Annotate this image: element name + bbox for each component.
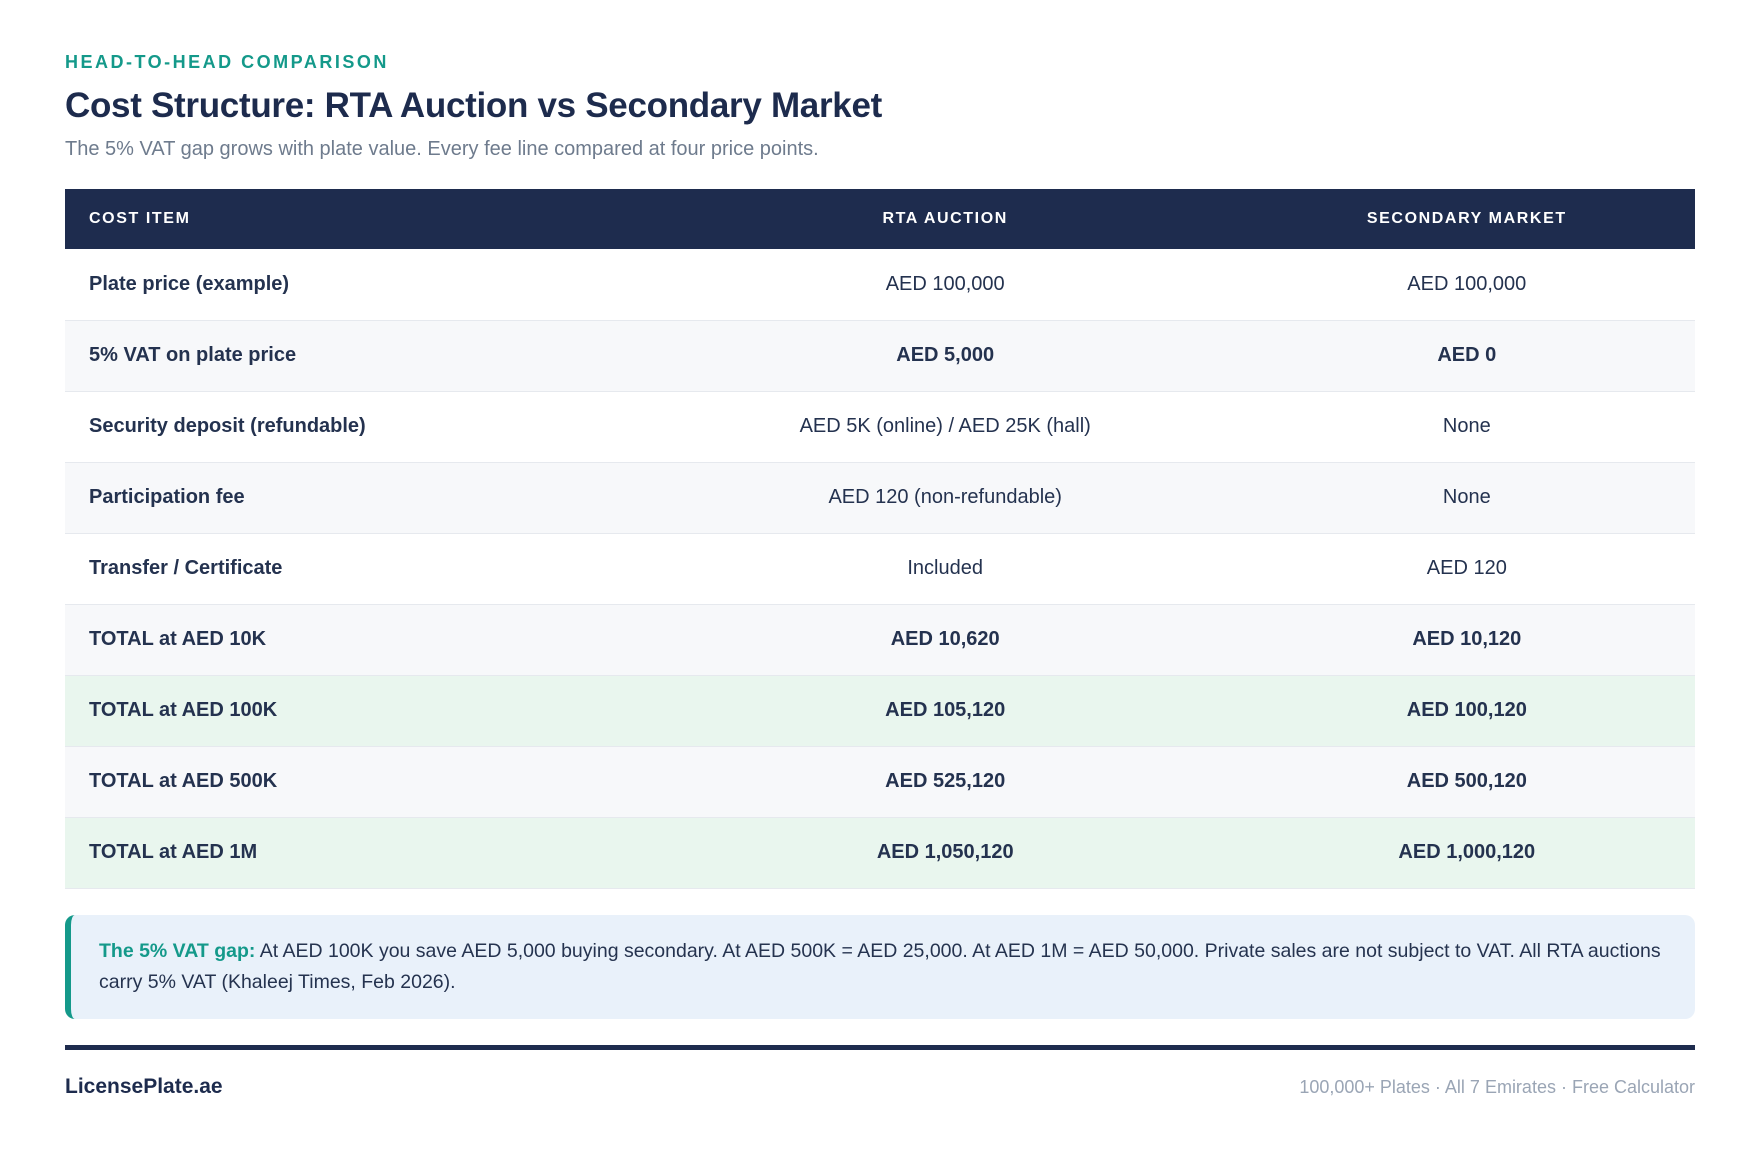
secondary-value-cell: AED 120: [1238, 533, 1695, 605]
page-eyebrow: HEAD-TO-HEAD COMPARISON: [65, 52, 389, 72]
table-row: TOTAL at AED 10K AED 10,620 AED 10,120: [65, 604, 1695, 676]
comparison-table: COST ITEM RTA AUCTION SECONDARY MARKET P…: [65, 189, 1695, 889]
table-row: Transfer / Certificate Included AED 120: [65, 533, 1695, 605]
cost-item-cell: TOTAL at AED 10K: [65, 604, 652, 676]
table-row: 5% VAT on plate price AED 5,000 AED 0: [65, 320, 1695, 392]
rta-value-cell: AED 100,000: [651, 249, 1239, 321]
rta-value-cell: AED 5K (online) / AED 25K (hall): [651, 391, 1239, 463]
brand-name: LicensePlate.ae: [65, 1074, 223, 1098]
secondary-value-cell: AED 500,120: [1238, 746, 1695, 818]
rta-value-cell: AED 525,120: [651, 746, 1239, 818]
secondary-value-cell: None: [1238, 462, 1695, 534]
callout-text: At AED 100K you save AED 5,000 buying se…: [99, 939, 1661, 993]
vat-gap-callout: The 5% VAT gap: At AED 100K you save AED…: [65, 914, 1695, 1019]
page-container: HEAD-TO-HEAD COMPARISON Cost Structure: …: [65, 52, 1695, 1099]
secondary-value-cell: AED 1,000,120: [1238, 817, 1695, 889]
rta-value-cell: AED 120 (non-refundable): [651, 462, 1239, 534]
footer-divider: [65, 1044, 1695, 1050]
secondary-value-cell: AED 100,000: [1238, 249, 1695, 321]
page-title: Cost Structure: RTA Auction vs Secondary…: [65, 86, 882, 125]
table-row: TOTAL at AED 100K AED 105,120 AED 100,12…: [65, 675, 1695, 747]
footer-tagline: 100,000+ Plates · All 7 Emirates · Free …: [1299, 1076, 1695, 1097]
rta-value-cell: AED 5,000: [651, 320, 1239, 392]
secondary-value-cell: AED 0: [1238, 320, 1695, 392]
cost-item-cell: Plate price (example): [65, 249, 652, 321]
cost-item-cell: TOTAL at AED 1M: [65, 817, 652, 889]
callout-label: The 5% VAT gap:: [99, 939, 256, 962]
secondary-value-cell: None: [1238, 391, 1695, 463]
table-row: Plate price (example) AED 100,000 AED 10…: [65, 249, 1695, 321]
col-header-secondary-market: SECONDARY MARKET: [1238, 189, 1695, 249]
rta-value-cell: AED 105,120: [651, 675, 1239, 747]
cost-item-cell: Participation fee: [65, 462, 652, 534]
rta-value-cell: AED 10,620: [651, 604, 1239, 676]
table-row: TOTAL at AED 500K AED 525,120 AED 500,12…: [65, 746, 1695, 818]
rta-value-cell: Included: [651, 533, 1239, 605]
cost-item-cell: 5% VAT on plate price: [65, 320, 652, 392]
table-row: Security deposit (refundable) AED 5K (on…: [65, 391, 1695, 463]
table-row: Participation fee AED 120 (non-refundabl…: [65, 462, 1695, 534]
secondary-value-cell: AED 10,120: [1238, 604, 1695, 676]
cost-item-cell: Security deposit (refundable): [65, 391, 652, 463]
cost-item-cell: TOTAL at AED 500K: [65, 746, 652, 818]
cost-item-cell: TOTAL at AED 100K: [65, 675, 652, 747]
col-header-cost-item: COST ITEM: [65, 189, 652, 249]
footer: LicensePlate.ae 100,000+ Plates · All 7 …: [65, 1075, 1695, 1099]
secondary-value-cell: AED 100,120: [1238, 675, 1695, 747]
table-header-row: COST ITEM RTA AUCTION SECONDARY MARKET: [65, 189, 1695, 249]
page-subtitle: The 5% VAT gap grows with plate value. E…: [65, 138, 819, 160]
rta-value-cell: AED 1,050,120: [651, 817, 1239, 889]
col-header-rta-auction: RTA AUCTION: [651, 189, 1239, 249]
table-row: TOTAL at AED 1M AED 1,050,120 AED 1,000,…: [65, 817, 1695, 889]
cost-item-cell: Transfer / Certificate: [65, 533, 652, 605]
